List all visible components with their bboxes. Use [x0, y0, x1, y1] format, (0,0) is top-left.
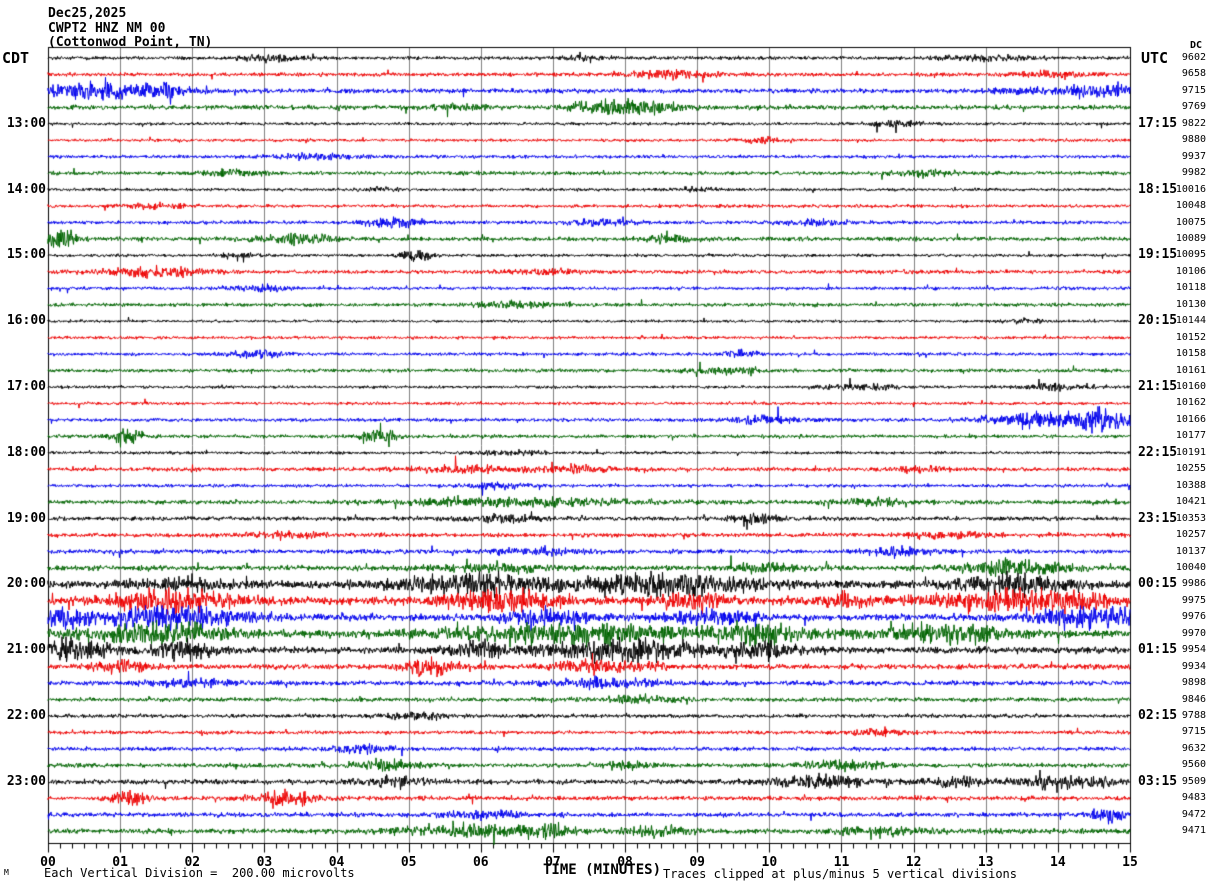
local-hour-label: 22:00 — [6, 708, 46, 723]
dc-value: 10118 — [1175, 282, 1206, 294]
dc-value: 10095 — [1175, 249, 1206, 261]
local-hour-label: 17:00 — [6, 379, 46, 394]
plot-date: Dec25,2025 — [48, 6, 127, 21]
dc-value: 10075 — [1175, 216, 1206, 228]
dc-value: 9880 — [1181, 134, 1206, 146]
dc-value: 9602 — [1181, 52, 1206, 63]
dc-value: 9975 — [1181, 594, 1206, 606]
minute-tick-label: 07 — [545, 855, 561, 870]
station-code: CWPT2 HNZ NM 00 — [48, 21, 166, 36]
dc-value: 9560 — [1181, 759, 1206, 771]
dc-value: 9483 — [1181, 792, 1206, 804]
minute-tick-label: 03 — [256, 855, 273, 870]
dc-value: 10048 — [1175, 200, 1206, 212]
dc-value: 9846 — [1181, 693, 1206, 705]
dc-value: 9788 — [1181, 710, 1206, 721]
local-hour-label: 13:00 — [6, 115, 46, 131]
dc-value: 10191 — [1175, 446, 1206, 458]
utc-hour-label: 19:15 — [1138, 247, 1178, 263]
minute-tick-label: 13 — [977, 855, 994, 870]
dc-value: 10421 — [1175, 496, 1206, 508]
minute-tick-label: 08 — [617, 855, 633, 870]
local-hour-label: 14:00 — [6, 181, 46, 197]
dc-value: 9822 — [1181, 117, 1206, 129]
utc-hour-label: 20:15 — [1138, 313, 1178, 329]
dc-value: 9715 — [1181, 726, 1206, 738]
scale-note: Each Vertical Division = 200.00 microvol… — [44, 866, 355, 880]
dc-value: 10388 — [1175, 479, 1206, 491]
minute-tick-label: 10 — [761, 855, 778, 870]
dc-value: 10040 — [1175, 561, 1206, 573]
dc-value: 9471 — [1181, 825, 1206, 837]
station-location: (Cottonwod Point, TN) — [48, 35, 213, 50]
dc-value: 10137 — [1175, 545, 1206, 557]
dc-value: 10106 — [1175, 265, 1206, 277]
utc-hour-label: 02:15 — [1138, 708, 1178, 723]
dc-value: 9934 — [1181, 660, 1206, 672]
x-axis-title: TIME (MINUTES) — [543, 862, 662, 878]
minute-tick-label: 01 — [112, 855, 128, 870]
dc-value: 10177 — [1175, 430, 1206, 442]
right-timezone-label: UTC — [1141, 49, 1169, 67]
dc-value: 9976 — [1181, 611, 1206, 623]
dc-value: 9715 — [1181, 84, 1206, 96]
left-timezone-label: CDT — [2, 49, 30, 67]
minute-tick-label: 00 — [40, 855, 56, 870]
minute-tick-label: 15 — [1122, 855, 1138, 870]
minute-tick-label: 11 — [833, 855, 850, 870]
utc-hour-label: 00:15 — [1138, 576, 1178, 592]
local-hour-label: 21:00 — [6, 642, 46, 658]
dc-value: 10016 — [1175, 183, 1206, 195]
dc-value: 10089 — [1175, 232, 1206, 244]
dc-value: 10353 — [1175, 512, 1206, 524]
utc-hour-label: 01:15 — [1138, 642, 1178, 658]
minute-tick-label: 09 — [689, 855, 706, 870]
utc-hour-label: 21:15 — [1138, 379, 1178, 394]
dc-value: 10152 — [1175, 331, 1206, 343]
utc-hour-label: 03:15 — [1138, 773, 1178, 789]
dc-value: 10166 — [1175, 413, 1206, 425]
minute-tick-label: 04 — [328, 855, 345, 870]
dc-value: 10162 — [1175, 397, 1206, 409]
dc-value: 9970 — [1181, 627, 1206, 639]
local-hour-label: 18:00 — [6, 444, 46, 460]
dc-column-header: DC — [1189, 40, 1202, 51]
dc-value: 10158 — [1175, 348, 1206, 360]
local-hour-label: 19:00 — [6, 510, 46, 526]
dc-value: 10257 — [1175, 529, 1206, 541]
dc-value: 9658 — [1181, 68, 1206, 80]
dc-value: 10255 — [1175, 463, 1206, 475]
dc-value: 9898 — [1181, 677, 1206, 689]
local-hour-label: 20:00 — [6, 576, 46, 592]
utc-hour-label: 17:15 — [1138, 115, 1178, 131]
dc-value: 10161 — [1175, 364, 1206, 376]
minute-tick-label: 02 — [184, 855, 201, 870]
dc-value: 10160 — [1175, 381, 1206, 392]
dc-value: 9982 — [1181, 167, 1206, 179]
dc-value: 9509 — [1181, 775, 1206, 787]
dc-value: 9986 — [1181, 578, 1206, 590]
dc-value: 10130 — [1175, 298, 1206, 310]
utc-hour-label: 22:15 — [1138, 444, 1178, 460]
dc-value: 9769 — [1181, 101, 1206, 113]
local-hour-label: 23:00 — [6, 773, 46, 789]
dc-value: 9937 — [1181, 150, 1206, 162]
dc-value: 9472 — [1181, 808, 1206, 820]
dc-value: 10144 — [1175, 315, 1206, 327]
minute-tick-label: 05 — [400, 855, 417, 870]
utc-hour-label: 18:15 — [1138, 181, 1178, 197]
corner-mark: M — [4, 868, 9, 877]
minute-tick-label: 14 — [1050, 855, 1066, 870]
local-hour-label: 16:00 — [6, 313, 46, 329]
minute-tick-label: 06 — [472, 855, 489, 870]
clip-note: Traces clipped at plus/minus 5 vertical … — [663, 867, 1018, 881]
utc-hour-label: 23:15 — [1138, 510, 1178, 526]
dc-value: 9632 — [1181, 742, 1206, 754]
minute-tick-label: 12 — [905, 855, 922, 870]
dc-value: 9954 — [1181, 644, 1206, 656]
local-hour-label: 15:00 — [6, 247, 46, 263]
